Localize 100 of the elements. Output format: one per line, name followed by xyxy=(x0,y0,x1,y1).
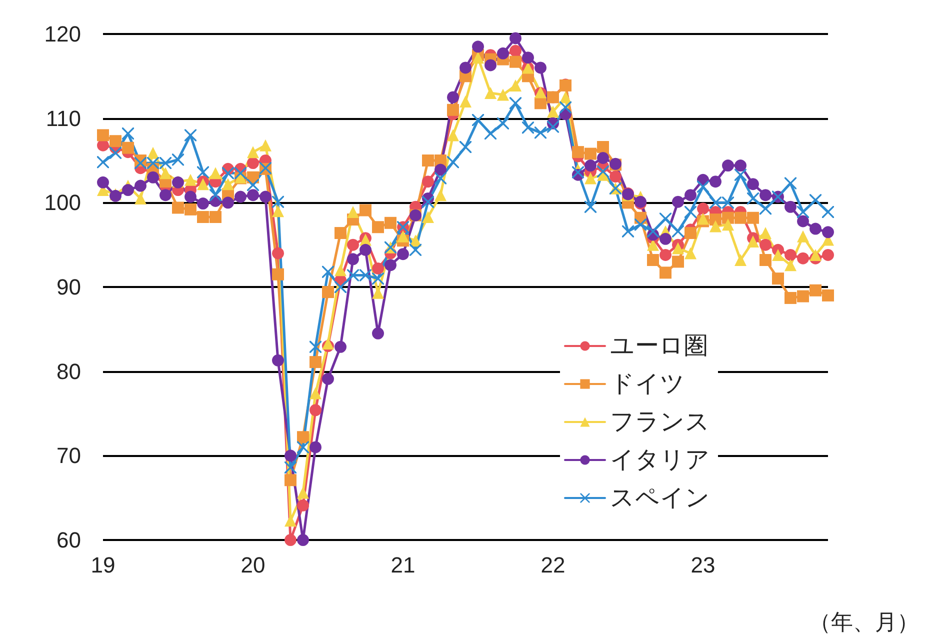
point xyxy=(660,266,672,279)
point xyxy=(434,164,446,176)
point xyxy=(484,59,496,72)
point xyxy=(447,156,459,168)
point xyxy=(522,122,534,134)
point xyxy=(260,190,272,203)
point xyxy=(372,272,384,285)
point xyxy=(184,129,196,142)
point xyxy=(560,91,572,104)
point xyxy=(372,262,384,274)
point xyxy=(347,238,359,251)
point xyxy=(672,242,684,254)
point xyxy=(134,192,146,204)
y-tick-label: 110 xyxy=(46,106,81,131)
point xyxy=(122,142,134,154)
point xyxy=(310,340,322,353)
point xyxy=(272,247,284,260)
point xyxy=(160,189,172,202)
point xyxy=(197,166,209,178)
point xyxy=(560,101,572,114)
point xyxy=(110,146,122,159)
point xyxy=(734,212,746,224)
point xyxy=(284,474,296,486)
point xyxy=(322,372,334,385)
point xyxy=(572,166,584,178)
point xyxy=(210,211,222,224)
point xyxy=(684,206,696,218)
legend-label: イタリア xyxy=(610,446,710,474)
point xyxy=(272,196,284,208)
point xyxy=(534,62,546,74)
point xyxy=(534,97,546,110)
point xyxy=(647,254,659,266)
point xyxy=(197,178,209,190)
point xyxy=(484,87,496,100)
x-tick-label: 21 xyxy=(390,552,416,578)
point xyxy=(522,52,534,64)
point xyxy=(297,534,309,546)
point xyxy=(672,225,684,238)
point xyxy=(122,128,134,140)
point xyxy=(134,180,146,192)
point xyxy=(472,114,484,126)
legend-label: ドイツ xyxy=(610,370,685,398)
point xyxy=(297,431,309,444)
legend-label: スペイン xyxy=(610,484,710,512)
point xyxy=(247,146,259,158)
point xyxy=(284,534,296,546)
point xyxy=(310,387,322,400)
point xyxy=(322,338,334,350)
point xyxy=(310,441,322,454)
point xyxy=(784,200,796,213)
point xyxy=(672,196,684,208)
x-tick-label: 23 xyxy=(690,552,716,578)
point xyxy=(134,157,146,170)
point xyxy=(697,202,709,215)
point xyxy=(722,196,734,209)
point xyxy=(147,157,159,170)
point xyxy=(584,160,596,172)
point xyxy=(172,202,184,214)
point xyxy=(147,146,159,159)
point xyxy=(160,167,172,180)
point xyxy=(747,212,759,224)
x-tick-label: 22 xyxy=(540,552,566,578)
point xyxy=(497,117,509,130)
point xyxy=(347,253,359,266)
y-tick-label: 80 xyxy=(56,358,81,384)
point xyxy=(810,194,822,206)
point xyxy=(510,56,522,68)
point xyxy=(447,129,459,142)
point xyxy=(797,206,809,218)
point xyxy=(247,157,259,170)
point xyxy=(384,259,396,272)
point xyxy=(184,174,196,186)
point xyxy=(360,269,372,282)
point xyxy=(672,256,684,268)
point xyxy=(810,222,822,235)
point xyxy=(760,238,772,251)
point xyxy=(97,129,109,142)
point xyxy=(447,104,459,116)
point xyxy=(384,216,396,229)
point xyxy=(747,192,759,204)
point xyxy=(272,354,284,366)
point xyxy=(184,203,196,216)
point xyxy=(747,235,759,248)
point xyxy=(722,160,734,172)
point xyxy=(797,230,809,242)
point xyxy=(110,135,122,148)
point xyxy=(460,141,472,154)
point xyxy=(660,232,672,245)
point xyxy=(197,198,209,210)
point xyxy=(410,244,422,256)
point xyxy=(484,128,496,140)
point xyxy=(347,269,359,282)
point xyxy=(684,247,696,260)
x-tick-label: 19 xyxy=(90,552,116,578)
legend-label: ユーロ圏 xyxy=(610,332,708,360)
point xyxy=(272,268,284,280)
point xyxy=(734,254,746,266)
point xyxy=(222,178,234,190)
point xyxy=(334,340,346,353)
point xyxy=(547,106,559,118)
